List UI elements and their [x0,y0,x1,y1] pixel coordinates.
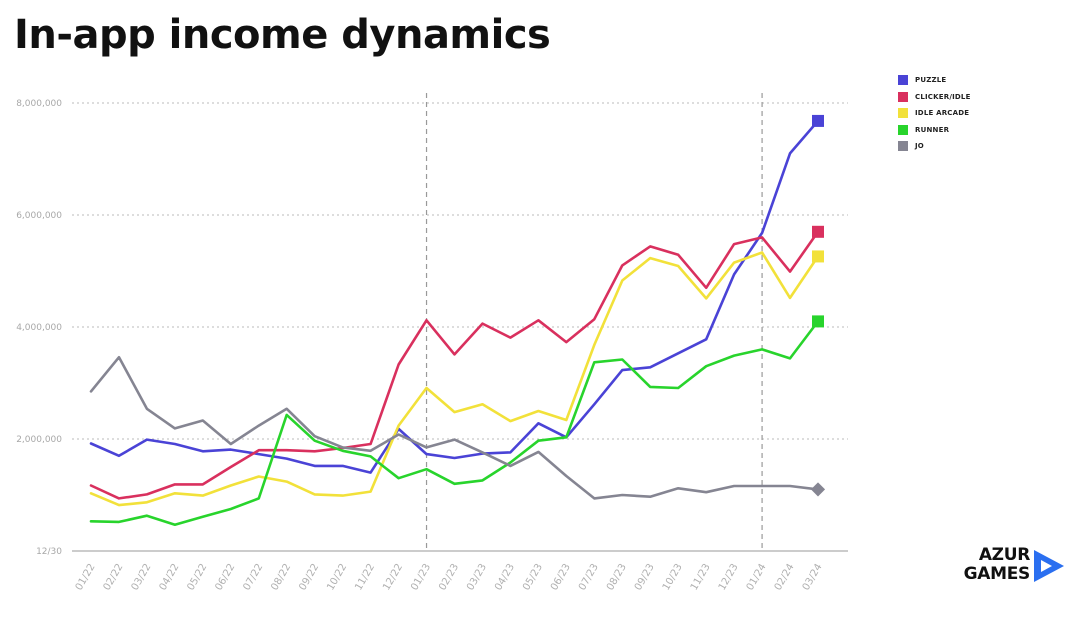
y-tick-label: 4,000,000 [16,323,62,333]
x-tick-label: 07/23 [577,562,601,592]
series-line-clicker-idle [89,230,820,500]
series-line-puzzle [89,119,820,474]
x-tick-label: 08/22 [269,562,293,592]
x-tick-label: 05/23 [521,562,545,592]
series-line-idle-arcade [89,251,820,507]
x-tick-label: 02/22 [102,562,126,592]
legend-swatch [898,91,908,102]
series-line-runner [89,320,820,527]
y-tick-label: 12/30 [36,547,62,557]
x-tick-label: 01/23 [409,562,433,592]
x-tick-label: 09/22 [297,562,321,592]
x-tick-label: 09/23 [633,562,657,592]
x-tick-label: 12/22 [381,562,405,592]
x-tick-label: 11/23 [689,562,713,592]
x-tick-label: 05/22 [186,562,210,592]
legend-item: CLICKER/IDLE [898,89,971,106]
legend-item: JO [898,138,971,155]
page-title: In-app income dynamics [14,12,551,58]
x-tick-label: 08/23 [605,562,629,592]
series-end-marker [812,114,824,127]
legend-label: IDLE ARCADE [915,109,970,118]
series-layer [89,114,826,527]
legend-item: IDLE ARCADE [898,105,971,122]
series-end-marker [812,250,824,263]
x-tick-label: 12/23 [717,562,741,592]
logo-line-2: GAMES [963,564,1031,584]
x-axis-ticks: 01/22 02/22 03/22 04/22 05/22 06/22 07/22 08/22… [74,562,825,592]
y-tick-label: 6,000,000 [16,211,62,221]
series-end-marker [812,315,824,328]
chart-legend: PUZZLE CLICKER/IDLE IDLE ARCADE RUNNER JO [898,72,971,155]
logo-line-1: AZUR [978,545,1030,565]
series-end-marker [810,482,826,497]
y-tick-label: 2,000,000 [16,435,62,445]
azur-games-logo: AZUR GAMES [948,546,1068,590]
legend-label: RUNNER [915,125,950,134]
x-tick-label: 03/24 [801,562,825,592]
x-tick-label: 10/23 [661,562,685,592]
x-tick-label: 01/24 [745,562,769,592]
grid-layer [72,93,848,552]
x-tick-label: 04/22 [158,562,182,592]
legend-label: JO [915,142,924,151]
x-tick-label: 07/22 [241,562,265,592]
x-tick-label: 02/23 [437,562,461,592]
legend-swatch [898,141,908,152]
legend-label: CLICKER/IDLE [915,92,971,101]
x-tick-label: 10/22 [325,562,349,592]
legend-swatch [898,108,908,119]
x-tick-label: 01/22 [74,562,98,592]
x-tick-label: 03/22 [130,562,154,592]
logo-text: AZUR GAMES [948,545,1031,584]
x-tick-label: 06/22 [213,562,237,592]
x-tick-label: 04/23 [493,562,517,592]
legend-swatch [898,75,908,86]
x-tick-label: 11/22 [353,562,377,592]
y-axis-ticks: 12/30 2,000,000 4,000,000 6,000,000 8,000,00… [16,99,62,557]
x-tick-label: 02/24 [773,562,797,592]
series-line-jo [89,355,820,500]
legend-item: PUZZLE [898,72,971,89]
series-end-marker [812,225,824,238]
legend-item: RUNNER [898,122,971,139]
legend-label: PUZZLE [915,76,947,85]
x-tick-label: 06/23 [549,562,573,592]
legend-swatch [898,124,908,135]
x-tick-label: 03/23 [465,562,489,592]
play-arrow-icon [1034,550,1064,582]
y-tick-label: 8,000,000 [16,99,62,109]
